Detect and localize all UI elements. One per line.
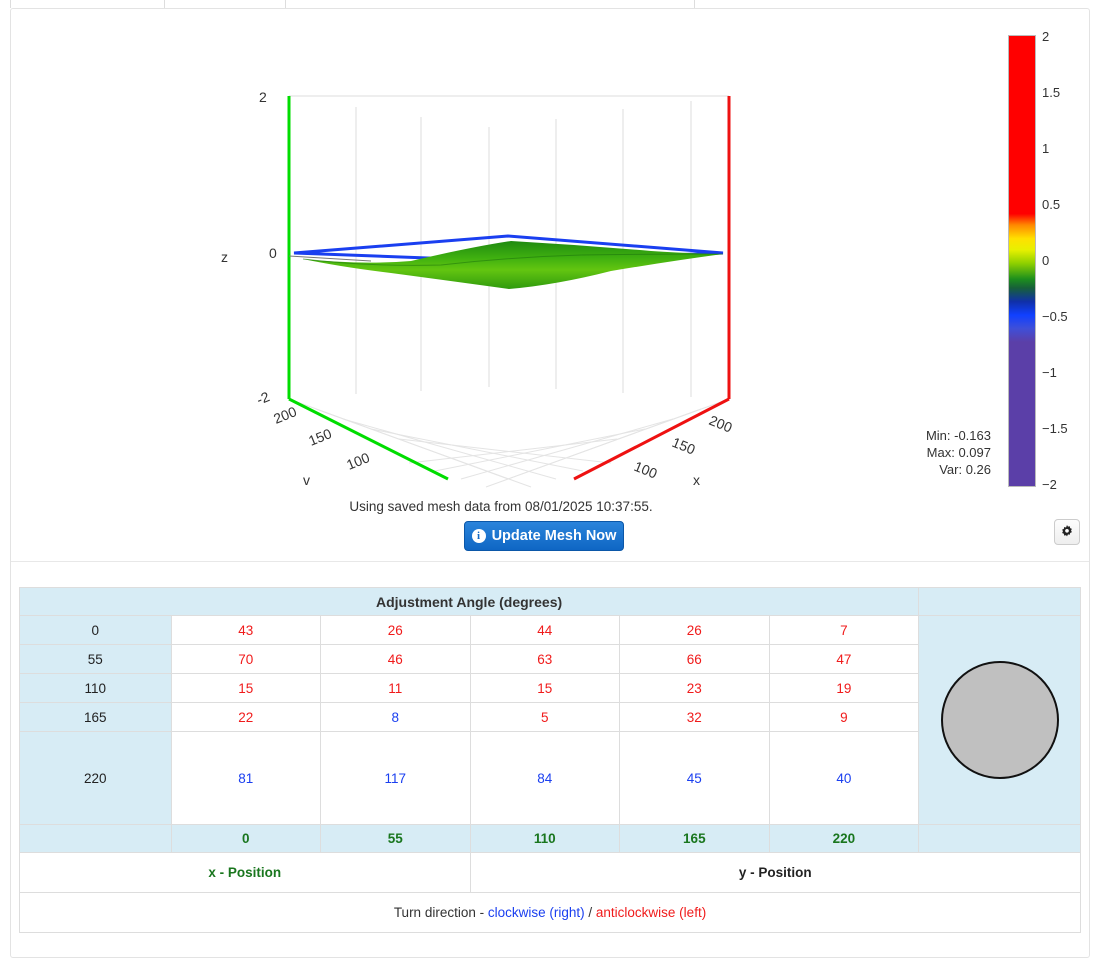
cell-0-3[interactable]: 26	[619, 615, 770, 645]
col-label-110: 110	[469, 824, 621, 853]
circle-header-cell	[918, 587, 1081, 616]
colorbar-tick-3: 0.5	[1042, 197, 1061, 212]
col-label-165: 165	[619, 824, 770, 853]
table-row: 165 22 8 5 32 9	[19, 702, 1081, 732]
row-label-0: 0	[19, 615, 172, 645]
row-label-165: 165	[19, 702, 172, 732]
colorbar-tick-7: −1.5	[1042, 421, 1068, 436]
mesh-plot-region: 2 0 -2 z 200 150 100 v 200 150 100 x 2 1…	[11, 9, 1089, 562]
stat-min: Min: -0.163	[925, 428, 991, 443]
row-label-220: 220	[19, 731, 172, 825]
colorbar-tick-6: −1	[1042, 365, 1057, 380]
colorbar-tick-4: 0	[1042, 253, 1050, 268]
table-title: Adjustment Angle (degrees)	[18, 587, 920, 616]
cell-2-4[interactable]: 19	[768, 673, 920, 703]
mesh-stats: Min: -0.163 Max: 0.097 Var: 0.26	[891, 427, 991, 478]
colorbar-tick-5: −0.5	[1042, 309, 1068, 324]
table-row: 220 81 117 84 45 40	[19, 731, 1081, 825]
tab-second[interactable]	[285, 0, 695, 8]
turn-anticlockwise-label: anticlockwise (left)	[595, 905, 707, 920]
cell-4-4[interactable]: 40	[768, 731, 920, 825]
colorbar-tick-0: 2	[1042, 29, 1050, 44]
cell-4-2[interactable]: 84	[469, 731, 621, 825]
table-header-row: Adjustment Angle (degrees)	[18, 587, 1081, 616]
cell-4-3[interactable]: 45	[619, 731, 770, 825]
colorbar: 2 1.5 1 0.5 0 −0.5 −1 −1.5 −2	[996, 29, 1091, 499]
tab-first[interactable]	[10, 0, 165, 8]
update-mesh-button[interactable]: i Update Mesh Now	[464, 521, 624, 551]
cell-1-4[interactable]: 47	[768, 644, 920, 674]
position-labels-row: x - Position y - Position	[19, 852, 1082, 893]
load-circle-indicator	[940, 661, 1059, 779]
cell-0-1[interactable]: 26	[320, 615, 471, 645]
cell-3-2[interactable]: 5	[469, 702, 621, 732]
turn-prefix-label: Turn direction -	[393, 905, 488, 920]
tab-strip	[0, 0, 1100, 8]
cell-3-4[interactable]: 9	[768, 702, 920, 732]
cell-2-3[interactable]: 23	[619, 673, 770, 703]
turn-separator-label: /	[584, 905, 596, 920]
x-tick-200: 200	[707, 412, 735, 436]
footer-circle-cell	[918, 824, 1081, 853]
z-axis-label: z	[221, 249, 228, 265]
cell-0-4[interactable]: 7	[768, 615, 920, 645]
turn-direction-legend: Turn direction - clockwise (right) / ant…	[19, 892, 1081, 933]
gear-icon	[1062, 525, 1072, 537]
row-label-55: 55	[19, 644, 172, 674]
z-tick-0: 0	[269, 245, 277, 261]
turn-clockwise-label: clockwise (right)	[487, 905, 585, 920]
y-tick-150: 150	[306, 425, 334, 449]
cell-2-1[interactable]: 11	[320, 673, 471, 703]
colorbar-tick-8: −2	[1042, 477, 1057, 492]
cell-3-1[interactable]: 8	[320, 702, 471, 732]
table-row: 55 70 46 63 66 47	[19, 644, 1081, 674]
cell-3-3[interactable]: 32	[619, 702, 770, 732]
z-tick-2: 2	[259, 89, 267, 105]
cell-0-0[interactable]: 43	[170, 615, 322, 645]
x-tick-100: 100	[632, 458, 660, 482]
footer-corner	[19, 824, 172, 853]
cell-1-0[interactable]: 70	[170, 644, 322, 674]
z-tick-neg2: -2	[254, 388, 272, 408]
cell-3-0[interactable]: 22	[170, 702, 322, 732]
cell-4-1[interactable]: 117	[320, 731, 471, 825]
colorbar-tick-2: 1	[1042, 141, 1050, 156]
cell-0-2[interactable]: 44	[469, 615, 621, 645]
col-label-55: 55	[320, 824, 471, 853]
table-row: 110 15 11 15 23 19	[19, 673, 1081, 703]
stat-var: Var: 0.26	[939, 462, 991, 477]
adjustment-angle-table-wrap: Adjustment Angle (degrees) 0 43 26 44 26…	[18, 587, 1082, 933]
y-position-label: y - Position	[469, 852, 1082, 893]
stat-max: Max: 0.097	[926, 445, 991, 460]
cell-4-0[interactable]: 81	[170, 731, 322, 825]
mesh-status-text: Using saved mesh data from 08/01/2025 10…	[349, 499, 653, 514]
x-tick-150: 150	[670, 434, 698, 458]
cell-2-0[interactable]: 15	[170, 673, 322, 703]
surface-plot-3d[interactable]: 2 0 -2 z 200 150 100 v 200 150 100 x	[11, 9, 871, 499]
cell-1-2[interactable]: 63	[469, 644, 621, 674]
y-tick-100: 100	[344, 449, 372, 473]
table-footer-numbers-row: 0 55 110 165 220	[19, 824, 1081, 853]
y-axis-label: v	[303, 472, 310, 488]
col-label-220: 220	[768, 824, 920, 853]
row-label-110: 110	[19, 673, 172, 703]
x-axis-label: x	[693, 472, 700, 488]
main-card-panel: 2 0 -2 z 200 150 100 v 200 150 100 x 2 1…	[10, 8, 1090, 958]
x-position-label: x - Position	[19, 852, 471, 893]
y-tick-200: 200	[271, 403, 299, 427]
col-label-0: 0	[170, 824, 322, 853]
settings-button[interactable]	[1054, 519, 1080, 545]
cell-2-2[interactable]: 15	[469, 673, 621, 703]
adjustment-angle-table: Adjustment Angle (degrees) 0 43 26 44 26…	[18, 587, 1082, 933]
table-row: 0 43 26 44 26 7	[19, 615, 1081, 825]
cell-1-1[interactable]: 46	[320, 644, 471, 674]
cell-1-3[interactable]: 66	[619, 644, 770, 674]
colorbar-gradient	[1008, 35, 1036, 487]
info-icon: i	[471, 529, 486, 543]
colorbar-tick-1: 1.5	[1042, 85, 1061, 100]
update-mesh-label: Update Mesh Now	[491, 528, 617, 544]
turn-direction-legend-row: Turn direction - clockwise (right) / ant…	[19, 892, 1081, 933]
load-circle-cell[interactable]	[918, 615, 1081, 825]
